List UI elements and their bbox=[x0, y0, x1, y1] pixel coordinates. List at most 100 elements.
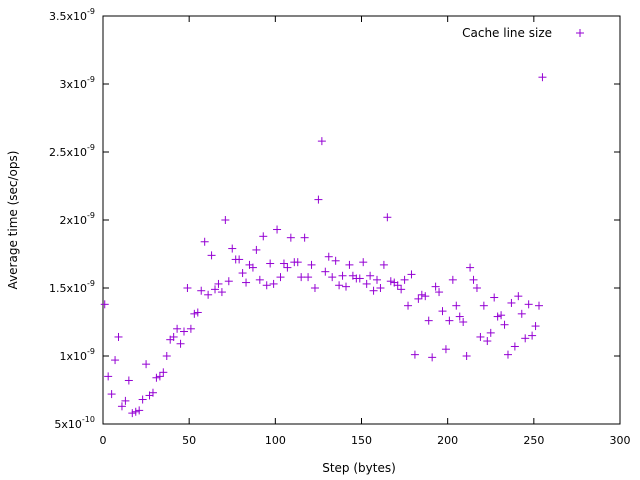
x-tick-label: 50 bbox=[182, 434, 196, 447]
data-point bbox=[317, 137, 326, 146]
data-point bbox=[100, 300, 109, 309]
data-point bbox=[293, 258, 302, 267]
data-point bbox=[507, 298, 516, 307]
data-point bbox=[407, 270, 416, 279]
data-point bbox=[193, 308, 202, 317]
data-point bbox=[259, 232, 268, 241]
data-point bbox=[500, 320, 509, 329]
data-point bbox=[417, 290, 426, 299]
data-point bbox=[183, 284, 192, 292]
y-tick-label: 1x10-9 bbox=[60, 347, 96, 363]
data-point bbox=[421, 292, 430, 301]
data-point bbox=[441, 345, 450, 354]
data-point bbox=[341, 282, 350, 291]
data-point bbox=[310, 284, 319, 292]
y-tick-label: 1.5x10-9 bbox=[49, 279, 95, 295]
data-point bbox=[373, 275, 382, 284]
x-tick-label: 100 bbox=[265, 434, 286, 447]
data-point bbox=[469, 275, 478, 284]
y-tick-label: 3x10-9 bbox=[60, 75, 96, 91]
data-point bbox=[279, 259, 288, 268]
data-point bbox=[300, 233, 309, 242]
data-point bbox=[221, 216, 230, 224]
data-point bbox=[142, 360, 151, 369]
data-point bbox=[366, 271, 375, 280]
data-point bbox=[517, 309, 526, 318]
data-point bbox=[276, 273, 285, 282]
data-point bbox=[435, 288, 444, 297]
data-point bbox=[321, 267, 330, 276]
data-point bbox=[138, 395, 147, 404]
y-tick-label: 5x10-10 bbox=[54, 415, 95, 431]
data-point bbox=[376, 284, 385, 292]
data-point bbox=[314, 195, 323, 204]
data-point bbox=[448, 275, 457, 284]
data-point bbox=[362, 279, 371, 288]
data-point bbox=[452, 301, 461, 310]
data-point bbox=[200, 237, 209, 246]
data-point bbox=[304, 273, 313, 282]
data-point bbox=[328, 273, 337, 282]
data-point bbox=[479, 301, 488, 310]
data-point bbox=[111, 356, 120, 365]
data-point bbox=[483, 337, 492, 346]
y-axis-label: Average time (sec/ops) bbox=[6, 151, 20, 290]
data-point bbox=[486, 328, 495, 337]
data-point bbox=[211, 285, 220, 294]
data-point bbox=[428, 353, 437, 362]
x-axis-label: Step (bytes) bbox=[322, 461, 396, 475]
y-tick-label: 2x10-9 bbox=[60, 211, 96, 227]
legend-marker-plus bbox=[576, 29, 584, 37]
x-axis-ticks: 0 50 100 150 200 250 300 bbox=[100, 16, 631, 447]
y-tick-label: 2.5x10-9 bbox=[49, 143, 95, 159]
data-point bbox=[503, 350, 512, 359]
data-point bbox=[404, 301, 413, 310]
data-point bbox=[238, 269, 247, 278]
data-point bbox=[397, 285, 406, 294]
data-point bbox=[459, 318, 468, 326]
data-point bbox=[338, 271, 347, 280]
data-point bbox=[414, 294, 423, 303]
data-point bbox=[528, 331, 537, 340]
data-point bbox=[393, 281, 402, 290]
x-tick-label: 0 bbox=[100, 434, 107, 447]
data-point bbox=[386, 277, 395, 286]
x-tick-label: 250 bbox=[523, 434, 544, 447]
data-point bbox=[497, 311, 506, 320]
data-point bbox=[531, 322, 540, 331]
data-point bbox=[124, 376, 133, 385]
data-point bbox=[466, 263, 475, 272]
data-point bbox=[179, 327, 188, 336]
data-point bbox=[476, 332, 485, 341]
data-point bbox=[128, 409, 137, 418]
data-point bbox=[242, 278, 251, 287]
data-point bbox=[521, 334, 530, 343]
data-point bbox=[331, 256, 340, 265]
data-point bbox=[369, 286, 378, 295]
data-point bbox=[510, 342, 519, 351]
y-tick-label: 3.5x10-9 bbox=[49, 7, 95, 23]
data-point bbox=[190, 309, 199, 318]
data-point bbox=[121, 396, 130, 405]
data-point bbox=[159, 368, 168, 377]
data-point bbox=[335, 281, 344, 290]
data-point bbox=[431, 282, 440, 291]
x-tick-label: 300 bbox=[610, 434, 631, 447]
legend-marker bbox=[576, 29, 584, 37]
data-point bbox=[455, 312, 464, 321]
data-point bbox=[169, 332, 178, 341]
data-point bbox=[535, 301, 544, 310]
data-point bbox=[400, 275, 409, 284]
data-point bbox=[173, 324, 182, 333]
x-tick-label: 200 bbox=[437, 434, 458, 447]
data-point bbox=[445, 316, 454, 325]
data-point bbox=[117, 402, 126, 411]
data-point bbox=[410, 350, 419, 359]
data-point bbox=[217, 288, 226, 297]
data-point bbox=[162, 352, 171, 360]
data-point bbox=[490, 293, 499, 302]
data-point bbox=[135, 406, 144, 415]
data-point bbox=[204, 290, 213, 299]
data-point bbox=[197, 286, 206, 295]
data-point bbox=[131, 407, 140, 416]
